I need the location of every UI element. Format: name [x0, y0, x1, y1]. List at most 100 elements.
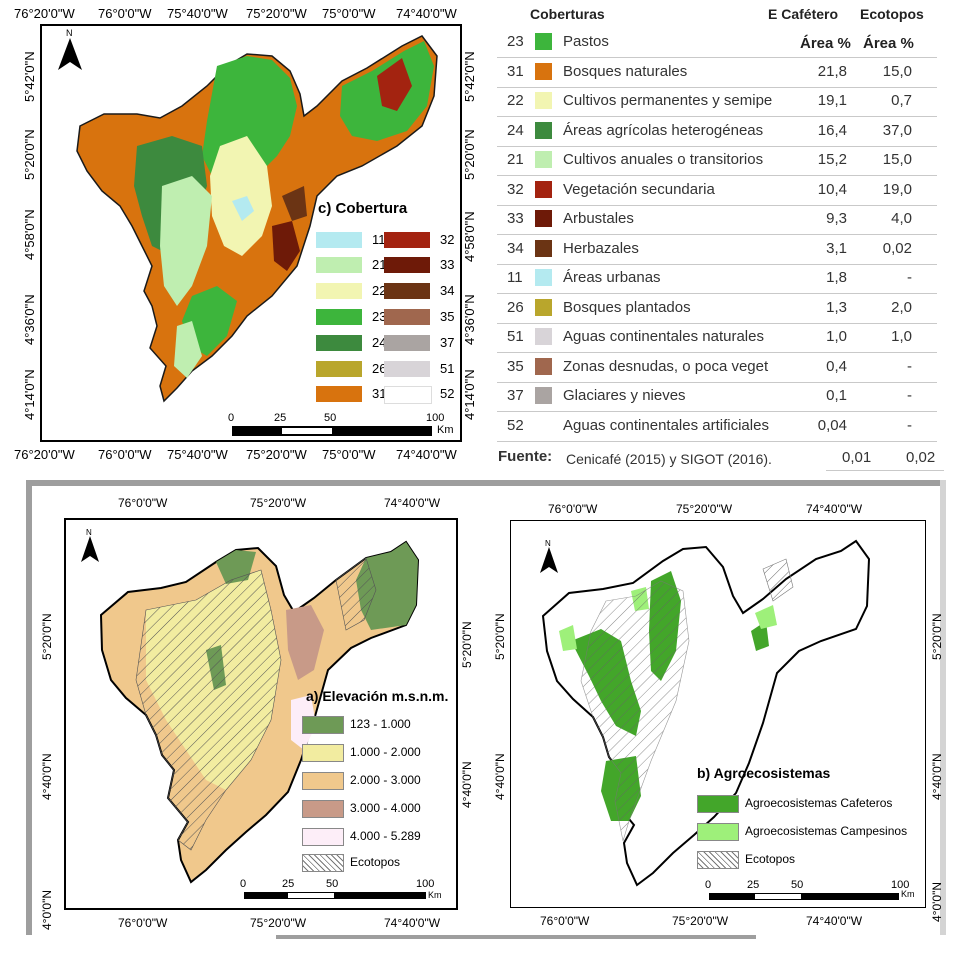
map-b-legend-label: Agroecosistemas Campesinos [745, 824, 908, 838]
table-cell-swatch [535, 298, 552, 316]
map-c-lat-left-4: 4°36'0"N [22, 294, 37, 345]
table-cell-name: Glaciares y nieves [563, 387, 686, 404]
map-c-scale-segment [282, 428, 332, 434]
map-c-scale-0: 0 [228, 412, 235, 424]
map-b-lon-top-1: 76°0'0"W [548, 502, 598, 516]
map-c-legend-code: 26 [372, 361, 387, 376]
map-b-lat-right-1: 5°20'0"N [930, 613, 944, 660]
map-a-lat-right-2: 4°40'0"N [460, 761, 474, 808]
table-cell-ecafetero: 1,3 [826, 298, 847, 316]
map-a-ecotopos-east [335, 557, 377, 631]
map-c-legend-swatch [316, 361, 362, 377]
map-c-lon-top-5: 75°0'0"W [322, 6, 376, 21]
table-row: 21 Cultivos anuales o transitorios 15,2 15,… [497, 146, 937, 176]
table-cell-code: 31 [507, 62, 524, 80]
map-c-lat-right-3: 4°58'0"N [462, 211, 477, 262]
table-cell-ecafetero: 10,4 [817, 180, 847, 198]
map-a-scale-segment [288, 893, 334, 898]
map-c-patch-arbustales [272, 221, 300, 271]
map-b-campesinos-1 [559, 625, 577, 651]
map-c-legend-swatch [384, 386, 432, 404]
map-a-legend-label: 1.000 - 2.000 [350, 745, 421, 759]
table-cell-swatch [535, 210, 552, 227]
table-cell-ecafetero: 15,2 [817, 151, 847, 168]
map-b-legend-label: Agroecosistemas Cafeteros [745, 796, 893, 810]
map-b-lon-bottom-3: 74°40'0"W [806, 914, 863, 928]
map-c-scale-unit: Km [437, 424, 454, 436]
table-row: 26 Bosques plantados 1,3 2,0 [497, 294, 937, 324]
table-cell-ecafetero: 1,8 [826, 269, 847, 286]
map-a-lat-left-3: 4°0'0"N [40, 889, 54, 930]
table-header-ecafetero: E Cafétero [768, 6, 839, 22]
map-c-lon-bottom-5: 75°0'0"W [322, 447, 376, 462]
table-cell-swatch [535, 121, 552, 139]
table-cell-swatch [535, 33, 552, 50]
table-cell-code: 52 [507, 416, 524, 434]
map-b-legend-label: Ecotopos [745, 852, 796, 866]
map-b-lat-right-2: 4°40'0"N [930, 753, 944, 800]
table-cell-name: Cultivos permanentes y semipe [563, 92, 773, 109]
table-cell-name: Bosques plantados [563, 298, 691, 316]
table-row: 34 Herbazales 3,1 0,02 [497, 235, 937, 265]
table-cell-swatch [535, 92, 552, 109]
table-cell-code: 11 [507, 269, 523, 286]
north-arrow-icon [58, 38, 82, 70]
map-c-legend-code: 33 [440, 257, 455, 272]
map-a-lon-top-2: 75°20'0"W [250, 496, 307, 510]
table-cell-ecotopos: 15,0 [882, 151, 912, 168]
map-b-scale-100: 100 [891, 879, 910, 891]
map-b-legend-swatch [697, 823, 739, 841]
map-c-legend-swatch [384, 257, 430, 273]
map-a-lat-left-1: 5°20'0"N [40, 613, 54, 660]
map-c-north-label: N [66, 28, 73, 38]
map-a-lon-bottom-2: 75°20'0"W [250, 916, 307, 930]
map-b-lon-bottom-2: 75°20'0"W [672, 914, 729, 928]
table-cell-name: Zonas desnudas, o poca veget [563, 357, 769, 375]
map-c-scale-25: 25 [274, 412, 287, 424]
table-cell-ecafetero: 0,04 [817, 416, 847, 434]
map-a-legend-swatch [302, 772, 344, 790]
separator-left [26, 480, 32, 935]
map-b-agro-svg [541, 539, 871, 887]
map-a-scale-unit: Km [428, 890, 442, 900]
map-c-lon-bottom-3: 75°40'0"W [167, 447, 228, 462]
separator-right [940, 480, 946, 935]
map-c-legend-swatch [384, 361, 430, 377]
map-b-lat-right-3: 4°0'0"N [930, 881, 944, 922]
table-footer-source: Cenicafé (2015) y SIGOT (2016). [566, 451, 772, 467]
map-c-legend-code: 52 [440, 386, 455, 401]
table-header-coberturas: Coberturas [530, 6, 605, 22]
map-b-scale-track [709, 893, 899, 900]
map-c-scale-100: 100 [426, 412, 445, 424]
table-cell-ecafetero: 0,1 [826, 387, 847, 404]
map-a-north-label: N [86, 528, 92, 537]
table-header-ecotopos: Ecotopos [860, 6, 924, 22]
separator-top [26, 480, 946, 486]
map-b-ecotopos [580, 580, 690, 842]
table-cell-name: Bosques naturales [563, 62, 688, 80]
table-row: 33 Arbustales 9,3 4,0 [497, 205, 937, 235]
map-c-scale-track [232, 426, 432, 436]
map-c-lat-right-4: 4°36'0"N [462, 294, 477, 345]
table-cell-ecafetero: 9,3 [826, 210, 847, 227]
table-cell-ecotopos: 1,0 [891, 328, 912, 345]
map-a-legend-swatch [302, 828, 344, 846]
table-footer-label: Fuente: [498, 448, 553, 465]
map-b-north-label: N [545, 539, 551, 548]
table-cell-name: Áreas agrícolas heterogéneas [563, 121, 764, 139]
map-c-legend-title: c) Cobertura [318, 200, 408, 217]
table-cell-code: 37 [507, 387, 524, 404]
map-c-lon-top-3: 75°40'0"W [167, 6, 228, 21]
map-a-legend-title: a) Elevación m.s.n.m. [306, 688, 449, 704]
map-a-legend-label: 4.000 - 5.289 [350, 829, 421, 843]
map-c-legend-code: 35 [440, 309, 455, 324]
map-a-legend-swatch [302, 716, 344, 734]
map-c-lat-right-1: 5°42'0"N [462, 51, 477, 102]
table-row: 11 Áreas urbanas 1,8 - [497, 264, 937, 294]
table-cell-ecotopos: - [907, 269, 912, 286]
map-a-elev-123-1000-east [356, 542, 418, 630]
map-a-elev-3000-4000 [286, 605, 324, 680]
map-c-cover-svg [76, 35, 438, 403]
table-row: 23 Pastos [497, 28, 937, 58]
table-cell-ecotopos: - [907, 387, 912, 404]
